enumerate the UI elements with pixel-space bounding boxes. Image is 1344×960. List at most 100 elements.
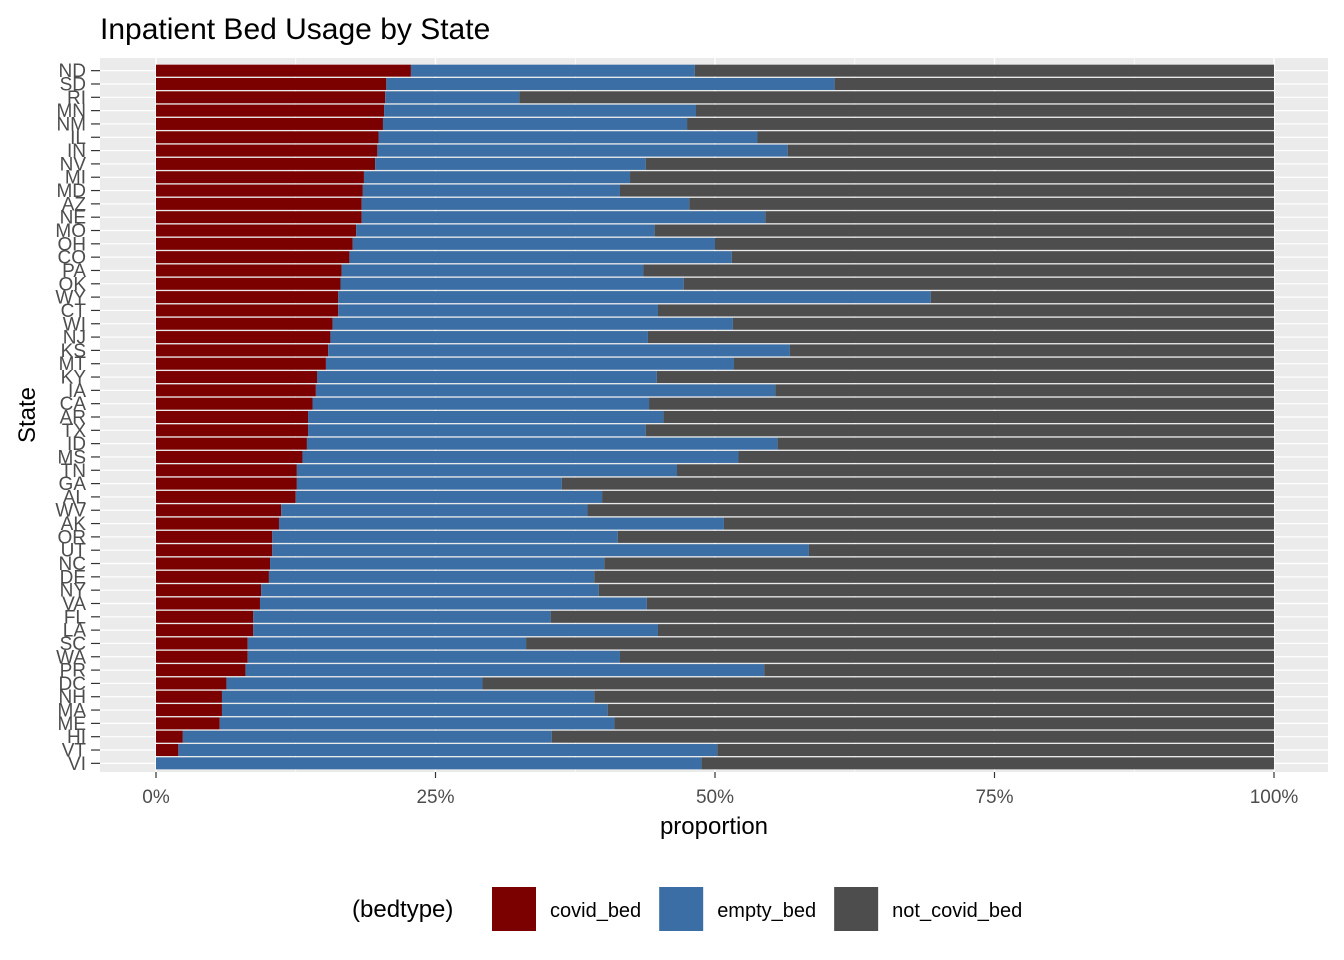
bar-empty_bed-IA (315, 384, 776, 397)
bar-not_covid_bed-KS (789, 344, 1274, 357)
x-axis: 0% 25% 50% 75% 100% (142, 772, 1298, 808)
y-tick-label: AL (63, 487, 86, 508)
bar-covid_bed-PR (156, 664, 246, 677)
bar-not_covid_bed-OR (617, 530, 1274, 543)
bar-covid_bed-WA (156, 650, 248, 663)
bar-empty_bed-OH (352, 237, 715, 250)
bar-not_covid_bed-DE (594, 570, 1274, 583)
y-tick-label: CA (60, 394, 87, 415)
y-tick-label: HI (67, 727, 86, 748)
y-tick-label: ND (59, 61, 86, 82)
x-tick-label: 25% (416, 787, 454, 808)
bar-covid_bed-MT (156, 357, 326, 370)
bar-covid_bed-WY (156, 291, 339, 304)
y-tick-label: DE (60, 567, 86, 588)
bar-covid_bed-WI (156, 317, 333, 330)
bar-empty_bed-AK (278, 517, 724, 530)
bar-not_covid_bed-MA (607, 704, 1274, 717)
y-tick-label: TX (62, 421, 87, 442)
bar-not_covid_bed-ME (614, 717, 1274, 730)
bar-not_covid_bed-VI (701, 757, 1274, 770)
bar-covid_bed-VT (156, 744, 179, 757)
bar-covid_bed-OR (156, 530, 273, 543)
bar-not_covid_bed-TN (676, 464, 1274, 477)
x-tick-label: 0% (142, 787, 170, 808)
bar-not_covid_bed-VT (717, 744, 1274, 757)
bar-empty_bed-KS (328, 344, 790, 357)
y-tick-label: VT (62, 741, 87, 762)
bar-covid_bed-NV (156, 157, 376, 170)
bar-empty_bed-MS (302, 450, 739, 463)
bar-empty_bed-SC (247, 637, 527, 650)
bar-covid_bed-IA (156, 384, 316, 397)
bar-covid_bed-KS (156, 344, 329, 357)
y-tick-label: PA (62, 261, 86, 282)
bar-not_covid_bed-IN (787, 144, 1274, 157)
bar-empty_bed-WA (247, 650, 620, 663)
y-tick-label: NE (60, 208, 86, 229)
y-tick-label: NH (59, 687, 86, 708)
bar-not_covid_bed-SD (834, 77, 1274, 90)
bar-covid_bed-AR (156, 411, 309, 423)
bar-not_covid_bed-ND (694, 64, 1274, 77)
bar-empty_bed-NY (261, 584, 599, 597)
legend-label-empty_bed: empty_bed (717, 900, 816, 922)
y-tick-label: RI (67, 88, 86, 109)
bar-covid_bed-WV (156, 504, 282, 517)
bar-empty_bed-WI (332, 317, 733, 330)
bar-empty_bed-AL (295, 490, 603, 503)
legend-key-empty_bed (659, 887, 704, 931)
y-tick-label: OK (59, 274, 87, 295)
y-tick-label: VA (62, 594, 86, 615)
y-tick-label: LA (63, 621, 87, 642)
bar-not_covid_bed-LA (657, 624, 1274, 637)
bar-not_covid_bed-NY (598, 584, 1274, 597)
bar-covid_bed-MI (156, 171, 364, 184)
bar-empty_bed-FL (253, 610, 551, 623)
bar-empty_bed-HI (182, 730, 552, 743)
bar-covid_bed-NE (156, 211, 362, 224)
bar-empty_bed-MT (325, 357, 735, 370)
y-tick-label: ME (58, 714, 87, 735)
bar-empty_bed-TX (308, 424, 646, 437)
bar-not_covid_bed-OK (683, 277, 1274, 290)
bar-not_covid_bed-SC (526, 637, 1274, 650)
bar-covid_bed-AZ (156, 197, 362, 210)
bar-covid_bed-CT (156, 304, 339, 317)
y-tick-label: CT (61, 301, 87, 322)
bar-not_covid_bed-AZ (689, 197, 1274, 210)
bar-not_covid_bed-PA (643, 264, 1274, 277)
bar-empty_bed-CO (349, 251, 732, 264)
bar-empty_bed-NM (382, 117, 688, 130)
bar-empty_bed-SD (386, 77, 835, 90)
bar-covid_bed-DE (156, 570, 269, 583)
bar-empty_bed-LA (253, 624, 658, 637)
bar-not_covid_bed-GA (561, 477, 1274, 490)
y-tick-label: UT (61, 541, 87, 562)
y-tick-label: MS (58, 447, 87, 468)
bar-not_covid_bed-IL (757, 131, 1274, 144)
y-tick-label: AR (60, 408, 86, 429)
bar-empty_bed-ND (410, 64, 695, 77)
y-tick-label: WY (55, 288, 86, 309)
bar-covid_bed-NM (156, 117, 383, 130)
y-tick-label: MT (59, 354, 87, 375)
bar-not_covid_bed-WV (587, 504, 1274, 517)
y-tick-label: MA (58, 701, 87, 722)
bar-covid_bed-CO (156, 251, 350, 264)
legend-label-covid_bed: covid_bed (550, 900, 641, 922)
y-tick-label: KS (61, 341, 86, 362)
bar-covid_bed-HI (156, 730, 183, 743)
chart-title: Inpatient Bed Usage by State (100, 13, 490, 46)
bar-covid_bed-MN (156, 104, 385, 117)
y-tick-label: OH (58, 234, 87, 255)
bar-empty_bed-CA (312, 397, 650, 410)
bar-not_covid_bed-AK (723, 517, 1274, 530)
legend: (bedtype) covid_bed empty_bed not_covid_be… (352, 887, 1022, 931)
y-tick-label: NY (60, 581, 87, 602)
x-tick-label: 50% (696, 787, 734, 808)
bar-covid_bed-NY (156, 584, 262, 597)
y-tick-label: MN (56, 101, 86, 122)
bar-empty_bed-GA (296, 477, 562, 490)
x-tick-label: 100% (1250, 787, 1299, 808)
